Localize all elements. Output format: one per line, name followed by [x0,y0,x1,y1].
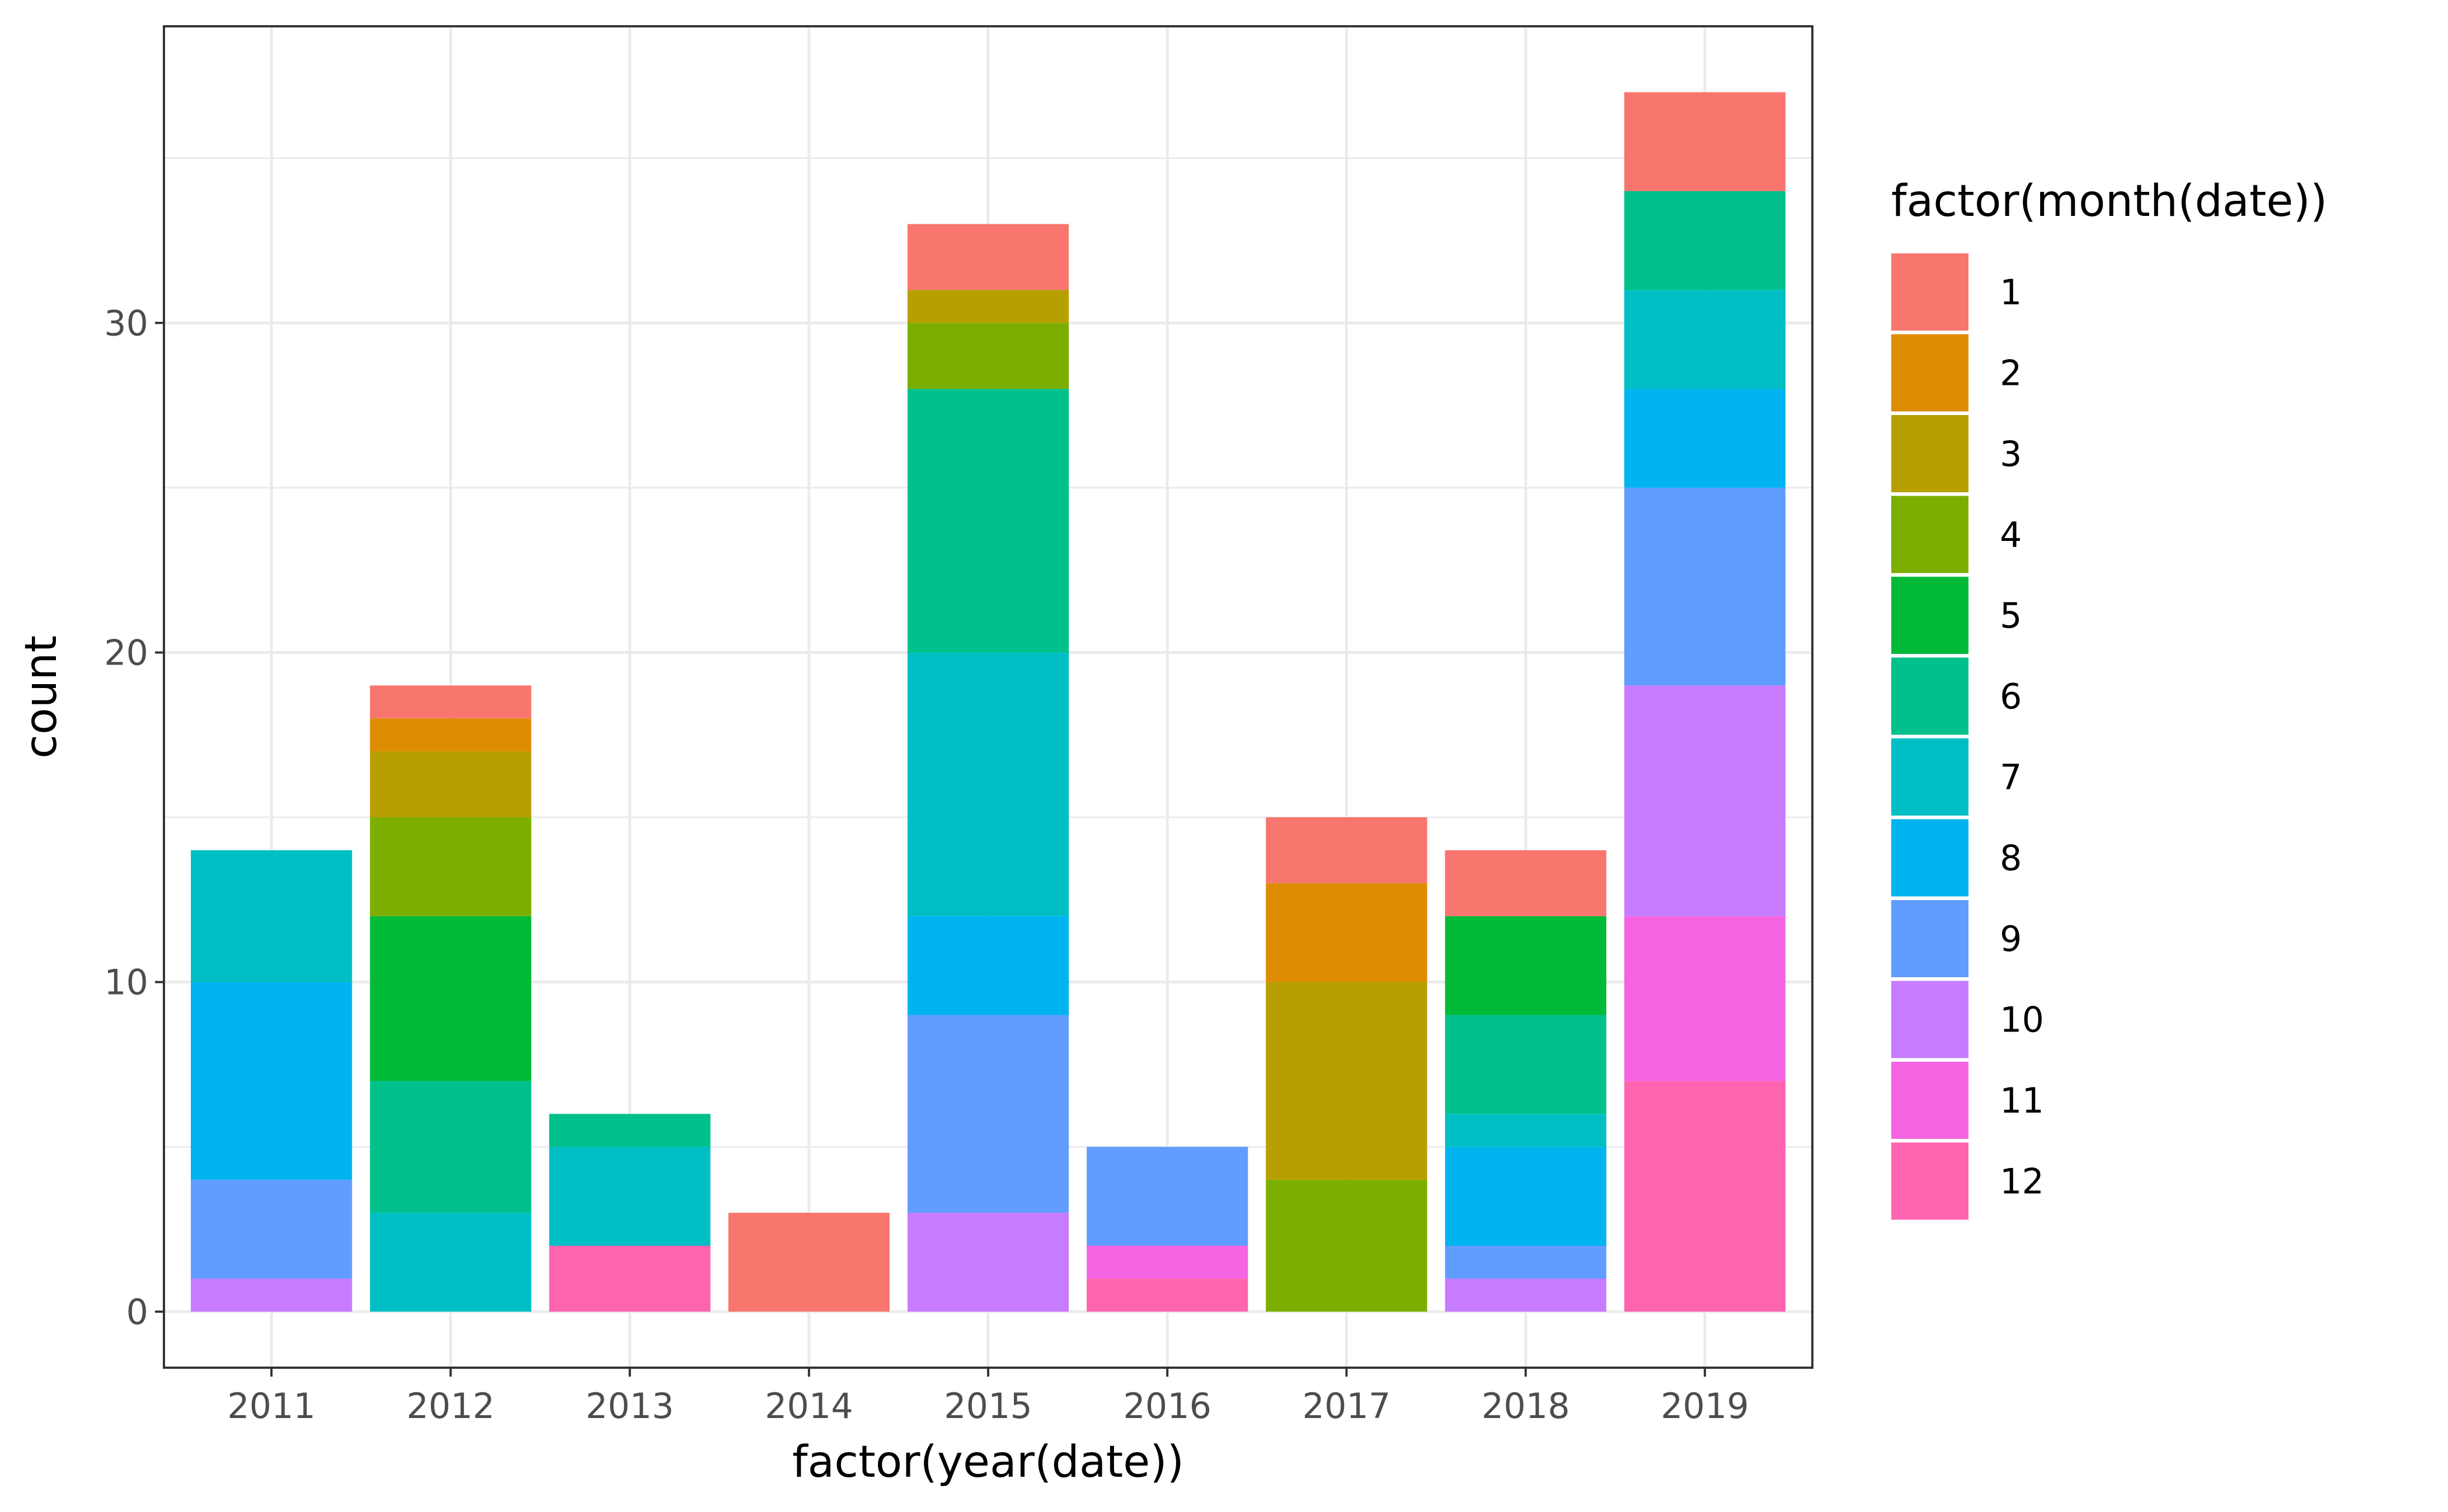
y-tick-label: 30 [104,303,148,343]
bar-segment-2012-month-2 [370,718,532,752]
y-axis-title: count [16,635,67,759]
bar-segment-2018-month-7 [1445,1114,1606,1147]
legend-label-month-4: 4 [2000,515,2022,555]
legend-label-month-2: 2 [2000,353,2022,394]
legend-label-month-9: 9 [2000,918,2022,959]
bar-segment-2019-month-7 [1624,290,1786,389]
legend-key-month-5 [1891,577,1968,654]
x-tick-label: 2016 [1123,1386,1211,1426]
bar-segment-2019-month-12 [1624,1081,1786,1312]
bar-segment-2014-month-1 [728,1213,890,1312]
bar-segment-2013-month-12 [549,1246,711,1312]
y-axis: 0 10 20 30 [104,303,164,1332]
bar-segment-2018-month-5 [1445,916,1606,1015]
bar-segment-2012-month-4 [370,817,532,916]
bar-segment-2018-month-8 [1445,1147,1606,1246]
bar-segment-2016-month-12 [1087,1278,1248,1312]
legend-key-month-11 [1891,1062,1968,1139]
bar-segment-2017-month-2 [1266,883,1427,982]
x-axis: 2011 2012 2013 2014 2015 2016 2017 2018 2019 [227,1368,1749,1426]
legend-label-month-5: 5 [2000,595,2022,636]
bar-segment-2018-month-6 [1445,1015,1606,1114]
bar-segment-2019-month-6 [1624,191,1786,290]
y-tick-label: 20 [104,632,148,673]
y-tick-label: 10 [104,962,148,1003]
legend-key-month-9 [1891,900,1968,977]
bar-segment-2011-month-7 [191,850,353,982]
x-tick-label: 2015 [944,1386,1032,1426]
legend-key-month-8 [1891,819,1968,897]
bar-segment-2015-month-3 [907,290,1069,323]
bar-segment-2018-month-9 [1445,1246,1606,1279]
legend-label-month-1: 1 [2000,272,2022,313]
bar-segment-2013-month-7 [549,1147,711,1246]
legend-key-month-2 [1891,334,1968,412]
legend-label-month-7: 7 [2000,757,2022,798]
legend-key-month-6 [1891,657,1968,735]
bar-segment-2015-month-6 [907,389,1069,653]
bar-segment-2019-month-9 [1624,487,1786,686]
bar-segment-2015-month-7 [907,652,1069,916]
legend-label-month-8: 8 [2000,838,2022,879]
legend-label-month-12: 12 [2000,1161,2044,1202]
legend-key-month-3 [1891,415,1968,492]
bar-segment-2015-month-1 [907,224,1069,290]
bar-segment-2017-month-1 [1266,817,1427,883]
bar-segment-2013-month-6 [549,1114,711,1147]
legend-label-month-10: 10 [2000,1000,2044,1040]
bar-segment-2016-month-11 [1087,1246,1248,1279]
bar-segment-2017-month-3 [1266,982,1427,1180]
bar-segment-2015-month-4 [907,323,1069,389]
x-axis-title: factor(year(date)) [792,1437,1184,1487]
legend-label-month-11: 11 [2000,1080,2044,1121]
bar-segment-2012-month-5 [370,916,532,1081]
bar-segment-2012-month-3 [370,751,532,818]
y-tick-label: 0 [126,1292,148,1332]
legend-key-month-7 [1891,738,1968,816]
bar-stacks [191,92,1786,1312]
legend-key-month-1 [1891,253,1968,331]
legend-title: factor(month(date)) [1891,176,2327,227]
plot-panel [163,25,1813,1369]
x-tick-label: 2012 [406,1386,495,1426]
bar-segment-2019-month-11 [1624,916,1786,1081]
legend-label-month-6: 6 [2000,676,2022,717]
x-tick-label: 2013 [586,1386,674,1426]
bar-segment-2012-month-6 [370,1081,532,1213]
x-tick-label: 2019 [1661,1386,1749,1426]
legend-key-month-10 [1891,981,1968,1058]
bar-segment-2012-month-1 [370,685,532,719]
x-tick-label: 2018 [1482,1386,1570,1426]
bar-segment-2015-month-9 [907,1015,1069,1213]
bar-segment-2019-month-10 [1624,685,1786,916]
bar-segment-2018-month-10 [1445,1278,1606,1312]
x-tick-label: 2011 [227,1386,316,1426]
bar-segment-2012-month-7 [370,1213,532,1312]
legend-key-month-12 [1891,1142,1968,1220]
legend-label-month-3: 3 [2000,434,2022,474]
legend-key-month-4 [1891,496,1968,573]
bar-segment-2019-month-1 [1624,92,1786,191]
bar-segment-2011-month-8 [191,982,353,1180]
bar-segment-2016-month-9 [1087,1147,1248,1246]
bar-segment-2011-month-10 [191,1278,353,1312]
bar-segment-2015-month-10 [907,1213,1069,1312]
bar-segment-2011-month-9 [191,1180,353,1279]
bar-segment-2017-month-4 [1266,1180,1427,1312]
bar-segment-2018-month-1 [1445,850,1606,916]
bar-segment-2015-month-8 [907,916,1069,1015]
x-tick-label: 2014 [765,1386,853,1426]
bar-segment-2019-month-8 [1624,389,1786,488]
x-tick-label: 2017 [1303,1386,1391,1426]
